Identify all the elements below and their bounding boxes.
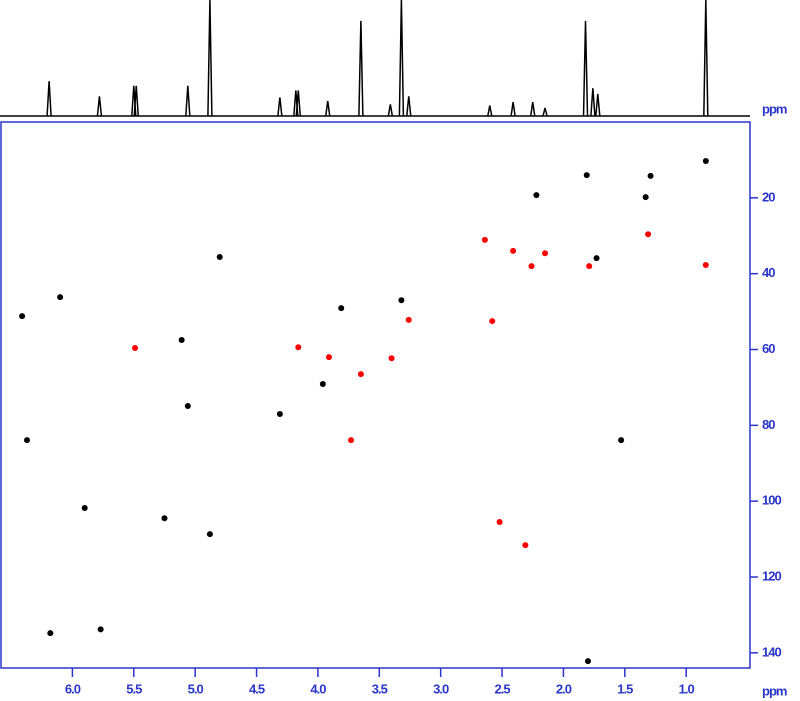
cross-peak [533,192,540,199]
cross-peak [583,172,590,179]
x-tick-label: 1.5 [617,681,633,696]
cross-peak [398,297,405,304]
cross-peak [388,355,395,362]
cross-peak [357,371,364,378]
spectrum-peak [46,81,52,117]
x-tick-label: 3.5 [372,681,388,696]
x-tick-label: 2.0 [556,681,572,696]
cross-peak [522,542,529,549]
x-tick-label: 2.5 [495,681,511,696]
cross-peak [702,158,709,165]
cross-peak [184,402,191,409]
cross-peak [528,263,535,270]
cross-peak [161,515,168,522]
spectrum-peak [542,107,548,117]
cross-peak [57,294,64,301]
plot-frame [0,121,751,669]
spectrum-peak [387,104,394,117]
cross-peak [642,194,649,201]
cross-peak [97,626,104,633]
spectrum-peak [529,101,536,117]
cross-peak [593,255,600,262]
spectrum-peak [358,20,364,117]
spectrum-peak [185,85,191,117]
spectrum-peak [398,0,405,117]
y-tick-label: 60 [762,341,775,356]
x-tick-label: 4.5 [249,681,265,696]
cross-peak [496,519,503,526]
cross-peak [647,172,654,179]
cross-peak [319,381,326,388]
spectrum-peak [510,101,516,117]
x-tick-label: 6.0 [65,681,81,696]
x-tick-label: 3.0 [433,681,449,696]
cross-peak [295,344,302,351]
y-tick-label: 20 [762,189,775,204]
y-axis-label: ppm [762,101,787,116]
spectrum-peak [595,93,601,117]
spectrum-peak [487,105,493,117]
cross-peak [489,318,496,325]
y-tick-label: 120 [762,568,781,583]
cross-peak [132,344,139,351]
x-tick-label: 1.0 [679,681,695,696]
cross-peak [325,354,332,361]
y-tick-label: 140 [762,644,781,659]
cross-peak [178,337,185,344]
cross-peak [702,261,709,268]
y-tick-label: 40 [762,265,775,280]
cross-peak [216,253,223,260]
cross-peak [542,250,549,257]
spectrum-peak [133,85,140,117]
y-tick-label: 100 [762,493,781,508]
spectrum-peak [406,96,412,117]
spectrum-peak [96,96,103,117]
x-tick-label: 5.0 [188,681,204,696]
cross-peak [19,313,26,320]
cross-peak [618,437,625,444]
spectrum-peak [207,0,213,117]
cross-peak [645,231,652,238]
cross-peak [584,658,591,665]
cross-peak [481,236,488,243]
spectrum-peak [277,97,283,117]
cross-peak [81,504,88,511]
cross-peak [206,531,213,538]
spectrum-peak [590,88,596,117]
cross-peak [276,410,283,417]
cross-peak [47,630,54,637]
cross-peak [348,437,355,444]
cross-peak [405,316,412,323]
cross-peak [510,247,517,254]
x-tick-label: 4.0 [310,681,326,696]
cross-peak [24,437,31,444]
cross-peak [586,263,593,270]
spectrum-peak [295,90,302,117]
spectrum-peak [703,0,709,117]
x-tick-label: 5.5 [126,681,142,696]
cross-peak [338,305,345,312]
spectrum-peak [324,100,331,117]
spectrum-peak [582,20,589,117]
y-tick-label: 80 [762,417,775,432]
x-axis-label: ppm [762,683,787,698]
